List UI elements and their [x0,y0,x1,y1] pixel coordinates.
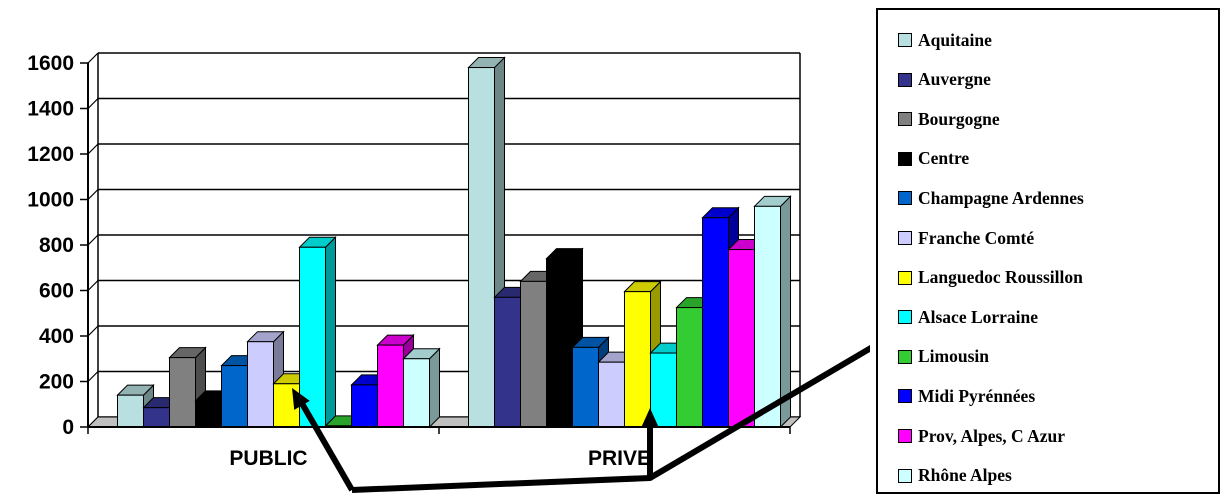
gridline-side [87,52,99,64]
legend-label: Aquitaine [918,29,992,50]
gridline-side [87,325,99,337]
bar-front [572,346,599,428]
x-tick-label: PRIVE [588,447,651,470]
bar-front [754,205,781,428]
bar-front [650,352,677,428]
bar-front [221,365,248,428]
y-tick-label: 400 [39,325,74,348]
legend-swatch [898,389,912,404]
legend-item: Aquitaine [898,26,992,54]
legend-label: Auvergne [918,69,991,90]
legend-swatch [898,72,912,87]
bar-front [403,358,430,428]
annotation-arrows [292,345,870,493]
bar-front [624,291,651,428]
y-tick-label: 600 [39,280,74,303]
gridline-side [87,189,99,200]
legend-label: Franche Comté [918,227,1035,248]
bar-front [546,258,573,428]
legend-label: Rhône Alpes [918,465,1012,486]
legend-item: Centre [898,145,969,173]
y-tick-label: 1200 [27,143,74,166]
arrow-head [292,388,310,410]
bar [116,383,155,429]
legend-item: Prov, Alpes, C Azur [898,422,1065,450]
legend-swatch [898,231,912,245]
bar [701,206,740,429]
legend-item: Auvergne [898,66,991,94]
bar [402,347,441,429]
legend-swatch [898,270,912,285]
bar-side [429,347,440,429]
gridline-side [87,143,99,155]
legend-label: Limousin [918,346,989,367]
legend-swatch [898,349,912,364]
bar-side [780,195,791,429]
legend-label: Alsace Lorraine [918,306,1039,327]
bar-front [377,344,404,428]
y-tick-label: 0 [62,416,74,439]
bar [467,56,506,429]
legend-label: Bourgogne [918,108,1000,129]
bar-side [325,236,336,429]
gridline-side [87,280,99,291]
legend-item: Rhône Alpes [898,462,1012,490]
bar-front [195,400,222,428]
bar-front [728,249,755,428]
bar-front [702,217,729,428]
gridline-side [87,98,99,109]
bar-front [676,307,703,428]
legend-item: Limousin [898,343,989,371]
bar-front [494,296,521,428]
legend-swatch [898,151,912,166]
legend-label: Champagne Ardennes [918,187,1084,208]
legend-label: Languedoc Roussillon [918,267,1083,288]
y-axis: 0 200 400 600 800 1000 1200 1400 1600 [27,52,89,439]
legend-item: Midi Pyrénnées [898,382,1035,410]
legend-label: Prov, Alpes, C Azur [918,425,1065,446]
y-tick-label: 1400 [27,98,74,121]
legend-swatch [898,33,912,47]
bar [753,195,792,429]
legend-item: Franche Comté [898,224,1034,252]
y-tick-label: 200 [39,371,74,394]
bar-front [351,384,378,428]
y-tick-label: 1600 [27,52,74,75]
bars [116,56,792,429]
legend-item: Champagne Ardennes [898,184,1084,212]
bar-chart: 0 200 400 600 800 1000 1200 1400 1600 PUBLIC PRIV… [27,52,870,493]
legend-item: Languedoc Roussillon [898,264,1083,292]
bar-front [520,280,547,428]
legend-label: Midi Pyrénnées [918,385,1036,406]
bar-front [117,394,144,428]
arrow-line [648,345,870,481]
legend-swatch [898,468,912,483]
legend: Aquitaine Auvergne Bourgogne Centre Champagn… [876,8,1220,494]
bar-front [169,357,196,428]
legend-swatch [898,310,912,325]
bar-front [598,361,625,428]
bar-front [143,407,170,428]
y-tick-label: 800 [39,234,74,257]
x-axis: PUBLIC PRIVE [87,426,791,470]
bar-front [468,67,495,428]
gridline-side [87,371,99,382]
y-tick-label: 1000 [27,189,74,212]
legend-item: Bourgogne [898,105,1000,133]
bar-front [247,341,274,428]
legend-swatch [898,191,912,206]
x-tick-label: PUBLIC [229,447,307,470]
legend-label: Centre [918,148,970,169]
legend-swatch [898,112,912,127]
legend-swatch [898,429,912,443]
arrow-head [641,408,659,428]
bar [168,346,207,429]
arrow-line [297,398,355,492]
gridline-side [87,234,99,246]
legend-item: Alsace Lorraine [898,303,1038,331]
